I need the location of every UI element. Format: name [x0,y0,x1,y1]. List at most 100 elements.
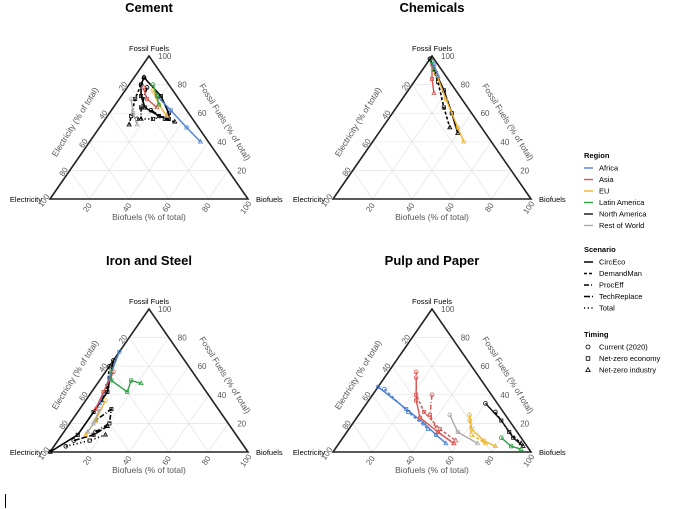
tick-fossil: 40 [217,138,226,147]
tick-electricity: 60 [360,137,373,150]
gridline [491,170,512,200]
series-line [449,414,478,445]
marker-netzero-economy [87,438,92,443]
marker-netzero-economy [435,429,440,434]
gridline [109,113,170,200]
axis-title-biofuels: Biofuels (% of total) [112,212,186,222]
axis-title-fossil: Fossil Fuels (% of total) [197,82,253,163]
gridline [411,366,472,453]
apex-label-biofuels: Biofuels [539,448,566,457]
tick-biofuels: 100 [238,452,253,469]
legend-timing-items: Current (2020) Net-zero economy Net-zero i… [585,343,661,375]
marker-current [413,369,419,375]
marker-netzero-economy [139,94,144,99]
apex-label-electricity: Electricity [293,195,325,204]
tick-fossil: 60 [481,362,490,371]
marker-netzero-economy [414,392,419,397]
marker-netzero-industry [92,405,99,411]
legend-timing-label: Net-zero economy [599,354,661,363]
marker-netzero-industry [474,440,481,446]
marker-netzero-economy [145,96,150,101]
marker-netzero-industry [102,431,109,437]
series-line [137,115,167,120]
apex-label-fossil: Fossil Fuels [129,44,169,53]
tick-electricity: 80 [341,418,354,431]
ternary-panel: Chemicals Fossil Fuels Electricity Biofuels… [293,0,566,222]
apex-label-biofuels: Biofuels [539,195,566,204]
series-line [65,434,106,448]
series-line [95,408,113,433]
marker-netzero-economy [129,378,134,383]
apex-label-electricity: Electricity [10,448,42,457]
marker-netzero-economy [107,421,112,426]
marker-netzero-economy [158,94,163,99]
gridline [208,423,229,453]
gridline [372,394,413,453]
series-line [500,437,522,450]
apex-label-fossil: Fossil Fuels [412,44,452,53]
gridline [411,113,472,200]
marker-netzero-industry [138,115,144,121]
apex-label-fossil: Fossil Fuels [129,297,169,306]
axis-title-fossil: Fossil Fuels (% of total) [480,335,536,416]
tick-electricity: 40 [97,108,110,121]
marker-netzero-economy [414,398,419,403]
legend-region-items: Africa Asia EU Latin America North America Re… [584,164,647,230]
legend-region-label: Rest of World [599,221,644,230]
tick-biofuels: 20 [81,454,94,467]
gridline [451,394,492,453]
grid [69,84,229,200]
gridline [128,366,189,453]
tick-electricity: 20 [117,332,130,345]
tick-biofuels: 20 [364,201,377,214]
gridline [69,423,90,453]
gridline [128,113,189,200]
gridline [89,141,130,200]
panel-title: Iron and Steel [106,253,192,268]
tick-fossil: 100 [158,52,172,61]
marker-current [467,418,472,423]
triangle-border [331,307,533,453]
tick-fossil: 40 [500,138,509,147]
triangle-border [48,54,250,200]
marker-netzero-industry [431,67,437,72]
grid [69,337,229,453]
marker-netzero-economy [139,105,144,110]
tick-fossil: 20 [237,419,246,428]
apex-label-biofuels: Biofuels [256,448,283,457]
series-group [427,56,467,144]
legend-region-title: Region [584,151,610,160]
series-line [100,366,111,401]
ternary-panel: Pulp and Paper Fossil Fuels Electricity Bio… [293,253,566,475]
series-line [142,87,158,109]
axis-title-biofuels: Biofuels (% of total) [395,465,469,475]
legend-scenario-label: ProcEff [599,281,624,290]
series-line [128,84,142,125]
marker-netzero-economy [455,125,460,130]
gridline [208,170,229,200]
marker-current [375,384,381,390]
tick-fossil: 60 [198,362,207,371]
apex-label-biofuels: Biofuels [256,195,283,204]
marker-netzero-industry [126,121,132,127]
series-line [130,98,138,125]
marker-netzero-economy [430,76,435,81]
series-group [126,74,204,144]
marker-netzero-industry [518,446,524,451]
gridline [89,394,130,453]
marker-netzero-industry [197,138,204,144]
gridline [451,141,492,200]
marker-netzero-industry [141,74,147,80]
series-group [47,349,144,454]
series-line [494,411,522,444]
marker-current [447,412,453,418]
legend-scenario-label: TechReplace [599,292,642,301]
tick-biofuels: 80 [483,201,496,214]
marker-netzero-economy [406,409,411,414]
series-line [73,425,108,442]
marker-netzero-industry [431,90,437,95]
tick-fossil: 40 [217,391,226,400]
marker-netzero-economy [131,111,136,116]
legend-timing-marker [585,366,591,372]
legend-region-label: Latin America [599,198,645,207]
